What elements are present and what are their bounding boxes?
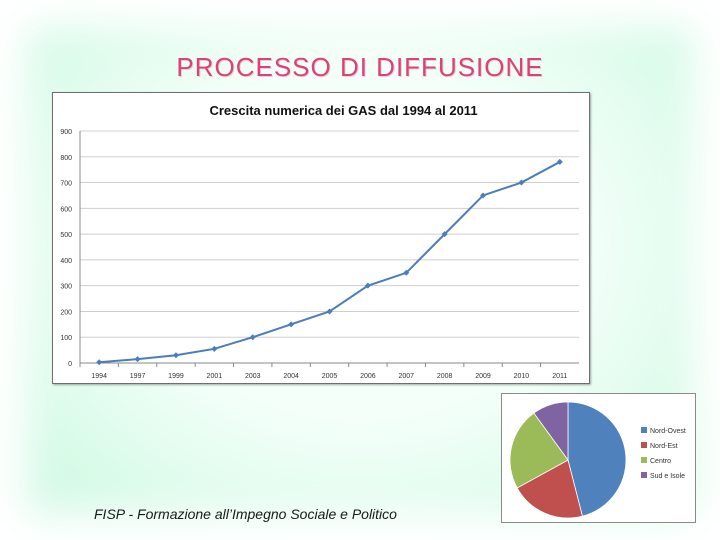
chart-title: Crescita numerica dei GAS dal 1994 al 20… [209,103,477,118]
data-point [249,334,256,341]
x-tick-label: 2007 [398,373,414,380]
data-point [364,282,371,289]
x-tick-label: 1999 [168,373,184,380]
x-tick-label: 1994 [91,373,107,380]
legend-swatch [641,457,647,463]
series-line [99,161,561,364]
x-tick-label: 2006 [360,373,376,380]
data-point [211,345,218,352]
pie-slice [533,401,569,462]
legend-swatch [641,472,647,478]
data-point [441,231,448,238]
x-tick-label: 1997 [130,373,146,380]
data-point [518,179,525,186]
x-tick-label: 2003 [245,373,261,380]
y-tick-label: 500 [60,232,72,239]
line-chart: Crescita numerica dei GAS dal 1994 al 20… [52,92,590,384]
y-tick-label: 800 [60,155,72,162]
y-tick-label: 100 [60,335,72,342]
legend-label: Centro [650,458,671,465]
legend-label: Nord-Est [650,443,678,450]
legend-label: Sud e Isole [650,473,685,480]
y-tick-label: 700 [60,181,72,188]
x-tick-label: 2011 [552,373,567,380]
pie-slice [509,412,569,489]
y-tick-label: 0 [68,361,72,368]
data-point [326,308,333,315]
y-tick-label: 600 [60,206,72,213]
data-point [556,158,563,165]
legend-label: Nord-Ovest [650,428,686,435]
data-point [288,321,295,328]
y-tick-label: 900 [60,129,72,136]
x-tick-label: 2004 [283,373,299,380]
pie-chart-svg: Nord-Ovest Nord-Est Centro Sud e Isole [509,401,686,519]
y-tick-label: 400 [60,258,72,265]
data-point [480,192,487,199]
legend-swatch [641,427,647,433]
data-point [134,356,141,363]
y-tick-label: 200 [60,309,72,316]
line-chart-svg: Crescita numerica dei GAS dal 1994 al 20… [60,103,579,380]
x-tick-label: 2001 [207,373,223,380]
pie-chart: Nord-Ovest Nord-Est Centro Sud e Isole [501,393,696,523]
y-tick-label: 300 [60,284,72,291]
slide-title: PROCESSO DI DIFFUSIONE [176,52,544,82]
data-point [403,269,410,276]
pie-slice [567,401,627,517]
legend-swatch [641,442,647,448]
data-point [172,352,179,359]
data-point [96,359,103,366]
x-tick-label: 2005 [322,373,338,380]
footer-text: FISP - Formazione all’Impegno Sociale e … [94,506,397,522]
x-tick-label: 2008 [437,373,453,380]
pie-slice [516,459,583,519]
x-tick-label: 2009 [475,373,491,380]
x-tick-label: 2010 [514,373,530,380]
